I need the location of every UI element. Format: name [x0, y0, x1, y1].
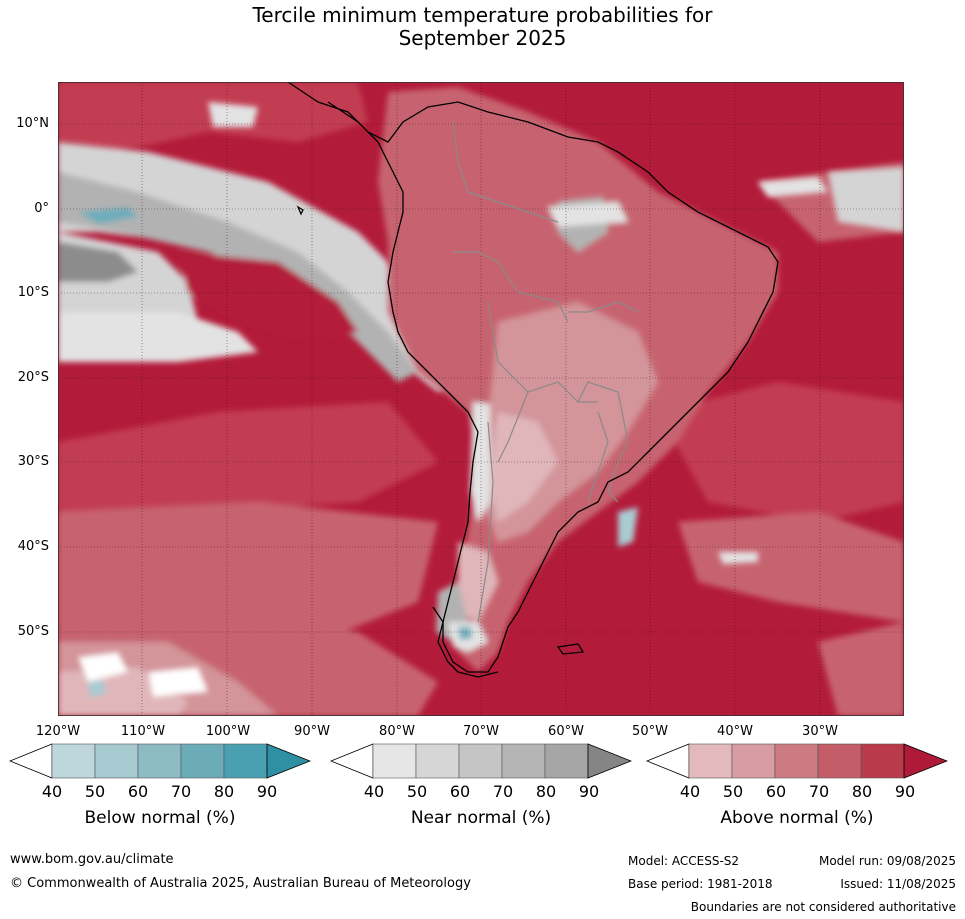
tick-label: 70 — [808, 782, 830, 801]
colorbar-box — [860, 743, 905, 779]
colorbar-title-above: Above normal (%) — [720, 808, 874, 828]
base-period-text: Base period: 1981-2018 — [628, 877, 773, 891]
lon-label: 70°W — [463, 724, 499, 739]
lon-label: 120°W — [35, 724, 81, 739]
lat-label: 0° — [34, 201, 49, 216]
colorbar-extend-high — [266, 743, 311, 779]
tick-label: 60 — [127, 782, 149, 801]
issued-text: Issued: 11/08/2025 — [840, 877, 956, 891]
colorbar-box — [817, 743, 862, 779]
tick-label: 80 — [535, 782, 557, 801]
colorbar-box — [223, 743, 268, 779]
colorbar-box — [501, 743, 546, 779]
colorbar-box — [137, 743, 182, 779]
colorbar-below-normal — [9, 743, 311, 779]
lat-label: 20°S — [17, 370, 49, 385]
map-title: Tercile minimum temperature probabilitie… — [0, 4, 965, 50]
tick-label: 50 — [406, 782, 428, 801]
colorbar-extend-low — [9, 743, 53, 779]
lon-label: 50°W — [632, 724, 668, 739]
colorbar-box — [544, 743, 589, 779]
lat-label: 50°S — [17, 624, 49, 639]
south-america — [378, 87, 778, 672]
probability-map — [58, 82, 904, 716]
tick-label: 60 — [765, 782, 787, 801]
tick-label: 90 — [256, 782, 278, 801]
colorbar-near-normal — [330, 743, 632, 779]
lon-label: 90°W — [294, 724, 330, 739]
graticule — [58, 82, 904, 716]
colorbar-title-near: Near normal (%) — [410, 808, 552, 828]
near-normal-band — [58, 102, 904, 697]
tick-label: 40 — [363, 782, 385, 801]
copyright-text: © Commonwealth of Australia 2025, Austra… — [10, 876, 471, 891]
colorbar-box — [458, 743, 503, 779]
lon-label: 110°W — [120, 724, 166, 739]
model-run-text: Model run: 09/08/2025 — [818, 854, 956, 868]
tick-label: 50 — [722, 782, 744, 801]
tick-label: 70 — [492, 782, 514, 801]
website-link[interactable]: www.bom.gov.au/climate — [10, 852, 174, 867]
lat-label: 30°S — [17, 454, 49, 469]
tick-label: 90 — [578, 782, 600, 801]
colorbar-box — [372, 743, 417, 779]
coastline — [287, 82, 779, 678]
lon-label: 30°W — [802, 724, 838, 739]
disclaimer-text: Boundaries are not considered authoritat… — [690, 900, 956, 914]
tick-label: 70 — [170, 782, 192, 801]
colorbar-extend-high — [587, 743, 632, 779]
lon-label: 100°W — [205, 724, 251, 739]
colorbar-extend-low — [646, 743, 690, 779]
tick-label: 60 — [449, 782, 471, 801]
colorbar-title-below: Below normal (%) — [84, 808, 236, 828]
tick-label: 80 — [213, 782, 235, 801]
lon-label: 60°W — [548, 724, 584, 739]
title-line-2: September 2025 — [398, 26, 567, 50]
colorbar-box — [94, 743, 139, 779]
colorbar-box — [731, 743, 776, 779]
colorbar-extend-low — [330, 743, 374, 779]
tick-label: 90 — [894, 782, 916, 801]
lat-label: 40°S — [17, 539, 49, 554]
colorbar-box — [688, 743, 733, 779]
lat-label: 10°N — [16, 116, 49, 131]
colorbar-box — [51, 743, 96, 779]
lon-label: 40°W — [717, 724, 753, 739]
colorbar-extend-high — [903, 743, 948, 779]
tick-label: 40 — [679, 782, 701, 801]
colorbar-above-normal — [646, 743, 948, 779]
colorbar-box — [180, 743, 225, 779]
colorbar-box — [415, 743, 460, 779]
model-text: Model: ACCESS-S2 — [628, 854, 740, 868]
colorbar-box — [774, 743, 819, 779]
country-borders — [452, 121, 639, 623]
title-line-1: Tercile minimum temperature probabilitie… — [252, 3, 713, 27]
tick-label: 50 — [84, 782, 106, 801]
lon-label: 80°W — [379, 724, 415, 739]
lat-label: 10°S — [17, 285, 49, 300]
tick-label: 40 — [41, 782, 63, 801]
tick-label: 80 — [851, 782, 873, 801]
